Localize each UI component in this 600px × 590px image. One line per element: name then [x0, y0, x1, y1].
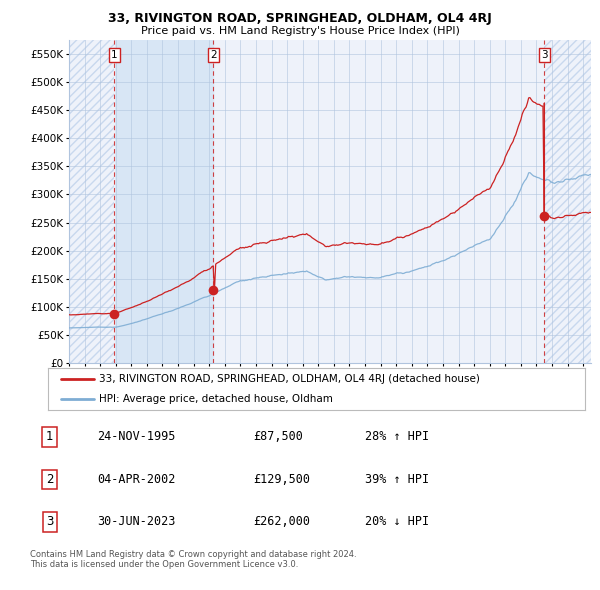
- Text: 1: 1: [46, 430, 53, 444]
- Text: Price paid vs. HM Land Registry's House Price Index (HPI): Price paid vs. HM Land Registry's House …: [140, 26, 460, 36]
- Text: 1: 1: [111, 50, 118, 60]
- Text: £262,000: £262,000: [253, 515, 310, 529]
- Text: 20% ↓ HPI: 20% ↓ HPI: [365, 515, 429, 529]
- Text: £129,500: £129,500: [253, 473, 310, 486]
- Text: 2: 2: [46, 473, 53, 486]
- Text: £87,500: £87,500: [253, 430, 303, 444]
- Text: 04-APR-2002: 04-APR-2002: [97, 473, 175, 486]
- Text: 33, RIVINGTON ROAD, SPRINGHEAD, OLDHAM, OL4 4RJ: 33, RIVINGTON ROAD, SPRINGHEAD, OLDHAM, …: [108, 12, 492, 25]
- Bar: [69, 40, 114, 363]
- Text: 28% ↑ HPI: 28% ↑ HPI: [365, 430, 429, 444]
- Text: Contains HM Land Registry data © Crown copyright and database right 2024.
This d: Contains HM Land Registry data © Crown c…: [30, 550, 356, 569]
- Text: 33, RIVINGTON ROAD, SPRINGHEAD, OLDHAM, OL4 4RJ (detached house): 33, RIVINGTON ROAD, SPRINGHEAD, OLDHAM, …: [99, 375, 480, 385]
- Text: 2: 2: [210, 50, 217, 60]
- Text: 24-NOV-1995: 24-NOV-1995: [97, 430, 175, 444]
- Text: HPI: Average price, detached house, Oldham: HPI: Average price, detached house, Oldh…: [99, 395, 333, 404]
- Bar: [114, 40, 213, 363]
- Text: 30-JUN-2023: 30-JUN-2023: [97, 515, 175, 529]
- Text: 3: 3: [46, 515, 53, 529]
- Bar: [544, 40, 591, 363]
- Bar: [69, 40, 114, 363]
- Text: 3: 3: [541, 50, 548, 60]
- Text: 39% ↑ HPI: 39% ↑ HPI: [365, 473, 429, 486]
